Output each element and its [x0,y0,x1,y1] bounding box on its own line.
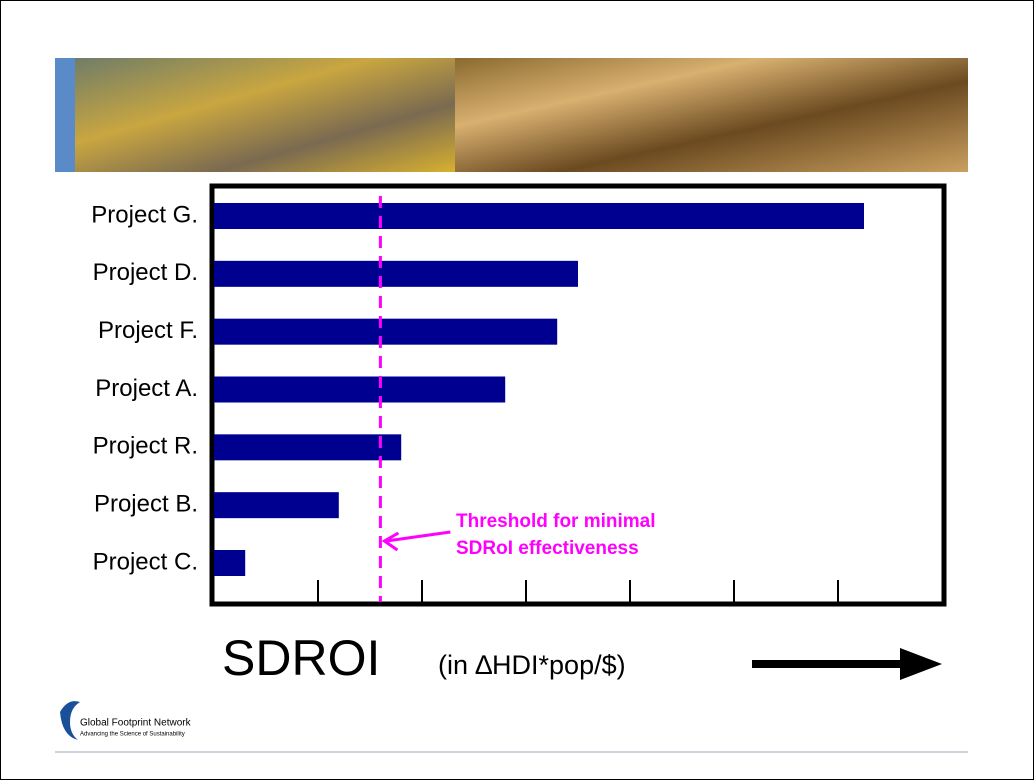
y-tick-label: Project A. [95,375,198,402]
banner-grass [455,58,968,172]
y-tick-label: Project C. [93,548,198,575]
logo-tagline: Advancing the Science of Sustainability [80,732,185,738]
bar [214,434,401,460]
y-tick-label: Project F. [98,317,198,344]
bar [214,492,339,518]
logo-name: Global Footprint Network [80,718,192,729]
banner-accent [55,58,75,172]
slide: SDROI (in ∆HDI*pop/$) Global Footprint N… [0,0,1034,780]
bar [214,261,578,287]
bar [214,203,864,229]
bar [214,377,505,403]
y-tick-label: Project R. [93,433,198,460]
y-tick-label: Project G. [91,201,198,228]
bar [214,550,245,576]
bar [214,319,557,345]
x-axis-label: SDROI [222,630,380,686]
x-axis-unit: (in ∆HDI*pop/$) [438,650,626,680]
y-tick-label: Project D. [93,259,198,286]
banner-city [55,58,455,172]
y-tick-label: Project B. [94,491,198,518]
threshold-label: Threshold for minimal [456,511,656,532]
threshold-label: SDRoI effectiveness [456,538,639,559]
